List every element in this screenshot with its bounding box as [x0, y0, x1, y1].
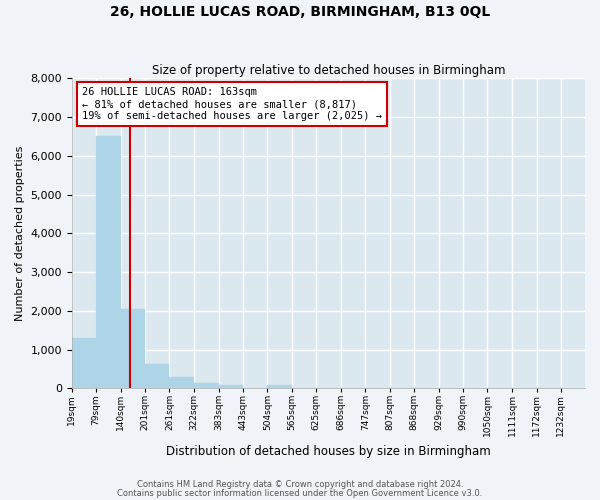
Text: 26 HOLLIE LUCAS ROAD: 163sqm
← 81% of detached houses are smaller (8,817)
19% of: 26 HOLLIE LUCAS ROAD: 163sqm ← 81% of de…: [82, 88, 382, 120]
X-axis label: Distribution of detached houses by size in Birmingham: Distribution of detached houses by size …: [166, 444, 491, 458]
Text: 26, HOLLIE LUCAS ROAD, BIRMINGHAM, B13 0QL: 26, HOLLIE LUCAS ROAD, BIRMINGHAM, B13 0…: [110, 5, 490, 19]
Bar: [145, 364, 169, 388]
Text: Contains public sector information licensed under the Open Government Licence v3: Contains public sector information licen…: [118, 488, 482, 498]
Bar: [96, 136, 121, 388]
Bar: [194, 383, 218, 388]
Bar: [268, 384, 292, 388]
Bar: [218, 384, 243, 388]
Text: Contains HM Land Registry data © Crown copyright and database right 2024.: Contains HM Land Registry data © Crown c…: [137, 480, 463, 489]
Bar: [169, 377, 194, 388]
Title: Size of property relative to detached houses in Birmingham: Size of property relative to detached ho…: [152, 64, 505, 77]
Bar: [121, 309, 145, 388]
Y-axis label: Number of detached properties: Number of detached properties: [15, 146, 25, 321]
Bar: [72, 338, 96, 388]
